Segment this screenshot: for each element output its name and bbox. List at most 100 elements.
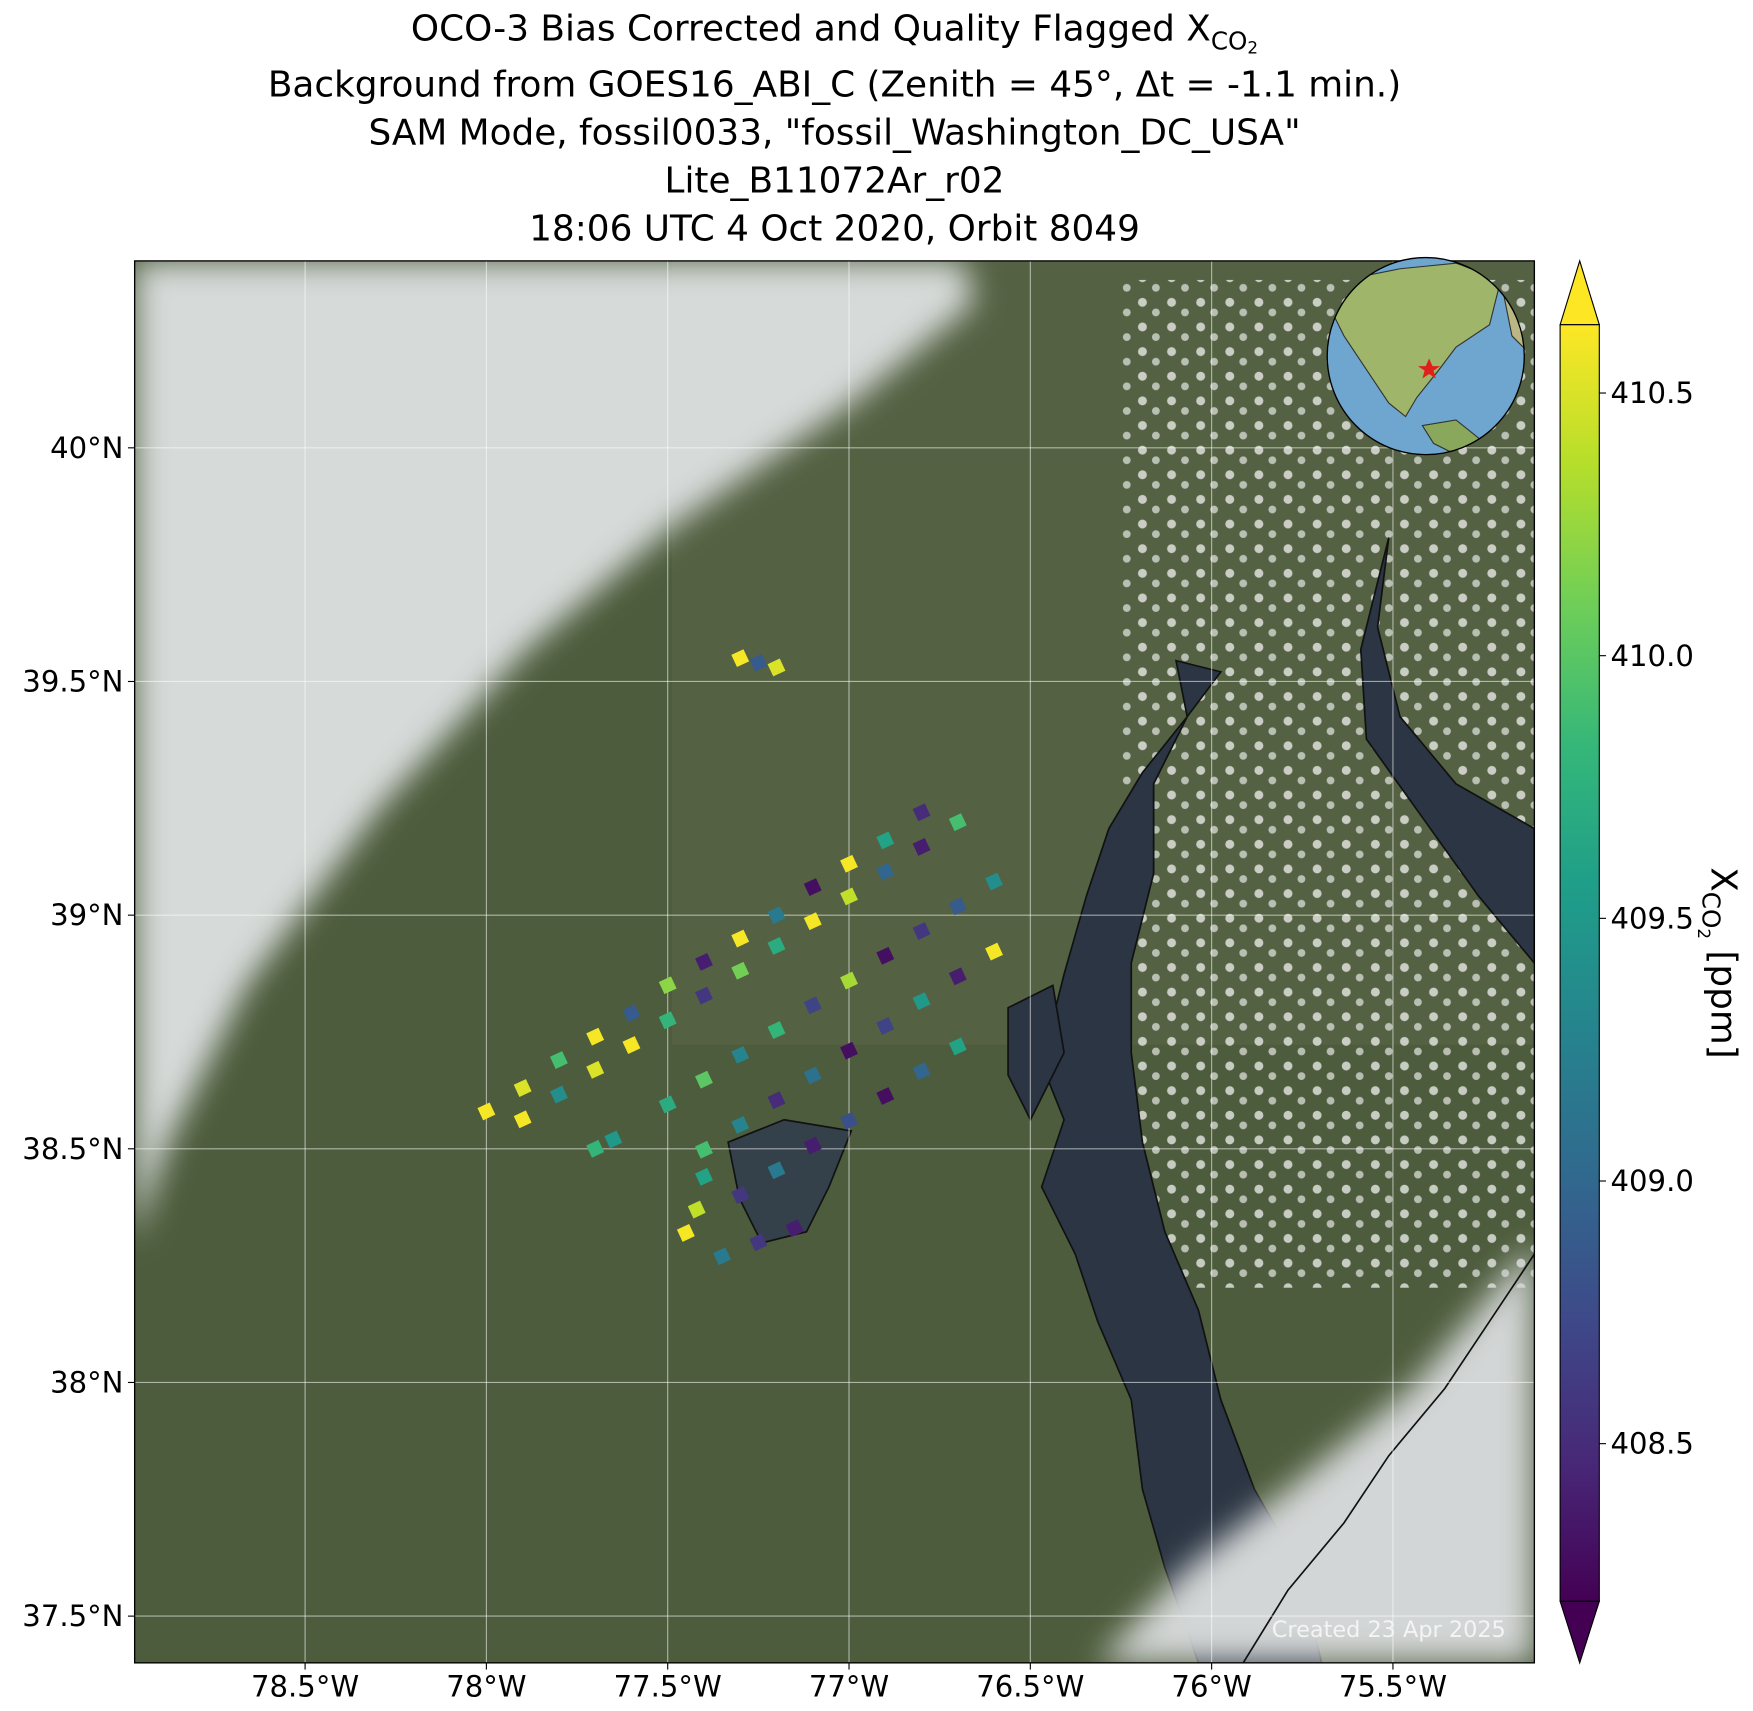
coastline <box>1242 1253 1535 1663</box>
sounding <box>749 1233 768 1252</box>
y-tick-label: 39.5°N <box>22 665 123 699</box>
sounding <box>876 831 895 850</box>
x-tick-label: 76°W <box>1171 1669 1251 1703</box>
x-tick-label: 77°W <box>809 1669 889 1703</box>
sounding <box>912 992 931 1011</box>
sounding <box>477 1102 496 1121</box>
sounding <box>731 1045 750 1064</box>
sounding <box>767 1021 786 1040</box>
grid <box>134 260 1535 1663</box>
sounding <box>549 1051 568 1069</box>
sounding <box>948 897 967 916</box>
cbar-label-sub: CO <box>1696 892 1725 929</box>
title-sub: CO <box>1211 26 1248 55</box>
map-background <box>134 260 1535 1663</box>
colorbar-tick-label: 409.5 <box>1611 901 1694 935</box>
subtitle: Background from GOES16_ABI_C (Zenith = 4… <box>268 64 1401 105</box>
sounding <box>713 1247 732 1266</box>
sounding <box>767 658 786 677</box>
sounding <box>586 1060 605 1079</box>
globe-outline <box>1326 256 1525 456</box>
sounding <box>513 1110 532 1129</box>
sounding <box>767 906 786 925</box>
soundings <box>477 649 1003 1266</box>
chesapeake-bay <box>1040 659 1323 1663</box>
sounding <box>803 878 822 897</box>
sounding <box>985 942 1003 961</box>
river <box>1007 984 1065 1122</box>
colorbar-tick-label: 410.0 <box>1611 639 1694 673</box>
sounding <box>622 1036 641 1054</box>
sounding <box>840 854 858 873</box>
sounding <box>803 1066 822 1085</box>
sounding <box>767 937 786 955</box>
sounding <box>767 1161 786 1180</box>
sounding <box>840 971 858 990</box>
sounding <box>695 986 713 1005</box>
sounding <box>731 1186 750 1204</box>
map-frame <box>133 260 1536 1664</box>
subtitle: SAM Mode, fossil0033, "fossil_Washington… <box>368 112 1300 153</box>
sounding <box>695 1140 713 1159</box>
sounding <box>687 1200 706 1219</box>
sounding <box>695 1167 713 1186</box>
cloud-band <box>134 260 975 1243</box>
sounding <box>840 1111 858 1130</box>
sounding <box>876 946 895 965</box>
axes: 78.5°W 78°W 77.5°W 77°W 76.5°W 76°W 75.5°W 37.5… <box>22 431 1447 1704</box>
colorbar-label: XCO2 [ppm] <box>1694 867 1743 1059</box>
y-tick-label: 38°N <box>50 1366 123 1400</box>
cloud-southeast <box>1097 1242 1535 1663</box>
sounding <box>803 1136 822 1155</box>
x-tick-label: 75.5°W <box>1339 1669 1447 1703</box>
sounding <box>840 887 858 906</box>
sounding <box>803 996 822 1015</box>
cbar-label-text: X <box>1702 867 1743 892</box>
sounding <box>676 1223 695 1242</box>
sounding <box>948 967 967 986</box>
sounding <box>876 1087 895 1105</box>
annotation: Created 23 Apr 2025 <box>1272 1617 1506 1643</box>
sounding <box>695 1070 713 1089</box>
y-tick-label: 40°N <box>50 431 123 465</box>
sounding <box>604 1130 623 1149</box>
sounding <box>658 1095 677 1114</box>
north-america <box>1327 262 1502 418</box>
sounding <box>731 961 750 980</box>
sounding <box>586 1027 605 1046</box>
sounding <box>658 1011 677 1030</box>
subtitle: 18:06 UTC 4 Oct 2020, Orbit 8049 <box>529 209 1140 250</box>
sounding <box>912 803 931 822</box>
site-marker <box>1417 358 1441 379</box>
sounding <box>658 976 677 995</box>
sounding <box>912 837 931 856</box>
sounding <box>549 1085 568 1104</box>
sounding <box>985 872 1003 891</box>
sounding <box>840 1041 858 1060</box>
title: OCO-3 Bias Corrected and Quality Flagged… <box>411 8 1258 57</box>
subtitle: Lite_B11072Ar_r02 <box>665 161 1005 202</box>
sounding <box>876 862 895 881</box>
cbar-label-unit: [ppm] <box>1702 939 1743 1059</box>
colorbar-body <box>1559 324 1600 1602</box>
sounding <box>912 922 931 940</box>
colorbar-extend-max <box>1559 258 1601 326</box>
y-tick-label: 38.5°N <box>22 1132 123 1166</box>
sounding <box>622 1004 641 1023</box>
title-subsub: 2 <box>1247 38 1258 58</box>
x-tick-label: 76.5°W <box>976 1669 1084 1703</box>
sounding <box>749 653 768 672</box>
sounding <box>695 952 713 971</box>
colorbar-tick-label: 408.5 <box>1611 1427 1694 1461</box>
sounding <box>876 1016 895 1035</box>
sounding <box>731 929 750 948</box>
sounding <box>948 1037 967 1056</box>
colorbar-tick-label: 409.0 <box>1611 1164 1694 1198</box>
colorbar-extend-min <box>1559 1600 1601 1665</box>
y-tick-label: 39°N <box>50 898 123 932</box>
sounding <box>785 1219 804 1238</box>
south-america <box>1421 419 1485 455</box>
sounding <box>513 1079 532 1097</box>
